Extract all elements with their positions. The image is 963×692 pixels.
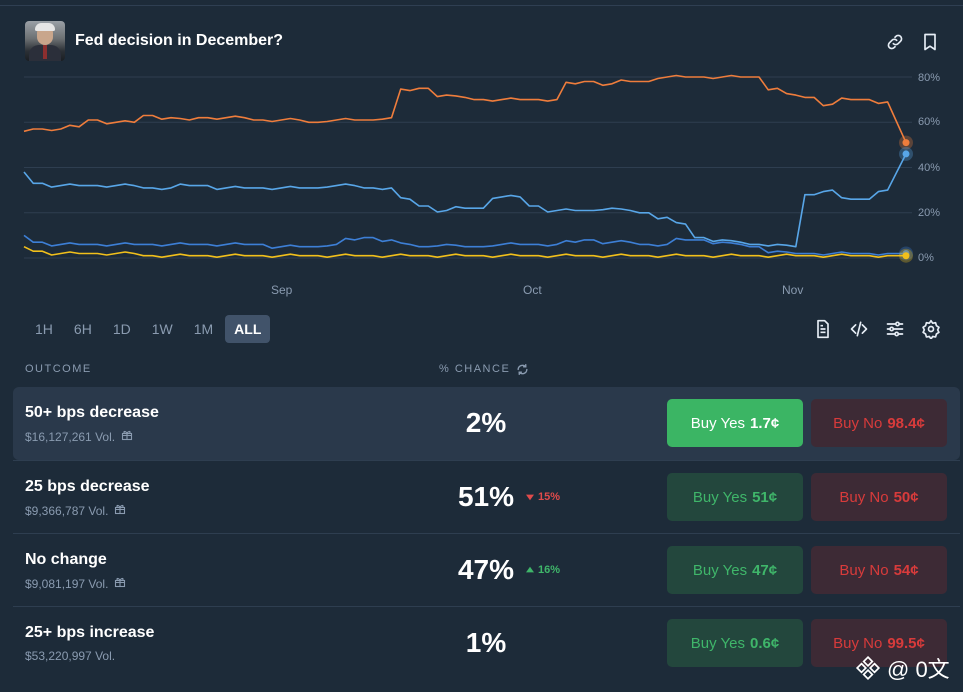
bookmark-icon[interactable] xyxy=(920,32,940,52)
buy-no-price: 98.4¢ xyxy=(887,414,925,432)
buy-no-price: 99.5¢ xyxy=(887,634,925,652)
outcome-volume: $16,127,261 Vol. xyxy=(25,429,133,444)
outcome-volume: $9,366,787 Vol. xyxy=(25,503,126,518)
buy-yes-button[interactable]: Buy Yes 51¢ xyxy=(667,473,803,521)
buy-no-button[interactable]: Buy No 50¢ xyxy=(811,473,947,521)
gift-icon[interactable] xyxy=(114,576,126,591)
outcome-row[interactable]: 25 bps decrease $9,366,787 Vol. 51% 15% Buy … xyxy=(13,460,960,533)
y-tick-label: 20% xyxy=(918,207,941,219)
range-1d-button[interactable]: 1D xyxy=(112,321,131,337)
diamond-logo-icon xyxy=(855,655,881,681)
buy-yes-price: 0.6¢ xyxy=(750,634,780,652)
buy-yes-price: 1.7¢ xyxy=(750,414,780,432)
buy-no-button[interactable]: Buy No 99.5¢ xyxy=(811,619,947,667)
watermark: @ 0文 xyxy=(855,652,950,684)
link-icon[interactable] xyxy=(885,32,905,52)
x-tick-label: Nov xyxy=(782,283,804,297)
top-divider xyxy=(0,5,963,6)
buy-yes-button[interactable]: Buy Yes 1.7¢ xyxy=(667,399,803,447)
sliders-icon[interactable] xyxy=(885,319,905,339)
buy-no-button[interactable]: Buy No 54¢ xyxy=(811,546,947,594)
chance-change-value: 16% xyxy=(538,564,561,576)
outcome-volume: $53,220,997 Vol. xyxy=(25,649,115,663)
buy-no-label: Buy No xyxy=(839,561,889,579)
embed-code-icon[interactable] xyxy=(849,319,869,339)
outcome-chance: 51% xyxy=(457,481,515,512)
buy-no-button[interactable]: Buy No 98.4¢ xyxy=(811,399,947,447)
settings-gear-icon[interactable] xyxy=(921,319,941,340)
series-end-dot-0 xyxy=(902,139,910,147)
outcome-name: 25 bps decrease xyxy=(25,478,150,495)
buy-no-label: Buy No xyxy=(833,634,883,652)
price-chart[interactable]: 80% 60% 40% 20% 0% Sep Oct Nov xyxy=(0,70,963,305)
outcome-volume: $9,081,197 Vol. xyxy=(25,576,126,591)
buy-yes-label: Buy Yes xyxy=(692,561,748,579)
buy-no-price: 54¢ xyxy=(893,561,919,579)
outcome-row[interactable]: 25+ bps increase $53,220,997 Vol. 1% Buy Ye… xyxy=(13,606,960,679)
chart-svg xyxy=(23,74,913,263)
outcome-volume-text: $53,220,997 Vol. xyxy=(25,649,116,663)
market-header: Fed decision in December? xyxy=(0,18,963,66)
chance-change: 16% xyxy=(526,564,560,576)
buy-no-label: Buy No xyxy=(833,414,883,432)
chance-change: 15% xyxy=(526,491,560,503)
range-all-button[interactable]: ALL xyxy=(225,315,271,343)
range-1h-button[interactable]: 1H xyxy=(35,321,53,337)
outcome-name: No change xyxy=(25,551,107,568)
x-tick-label: Oct xyxy=(523,283,542,297)
outcome-name: 50+ bps decrease xyxy=(25,404,159,421)
refresh-icon[interactable] xyxy=(516,363,529,376)
market-avatar xyxy=(25,21,65,61)
series-line-2 xyxy=(23,234,906,256)
outcome-name: 25+ bps increase xyxy=(25,624,155,641)
buy-no-label: Buy No xyxy=(839,488,889,506)
buy-no-price: 50¢ xyxy=(893,488,919,506)
up-triangle-icon xyxy=(526,566,534,573)
buy-yes-price: 47¢ xyxy=(752,561,778,579)
buy-yes-button[interactable]: Buy Yes 47¢ xyxy=(667,546,803,594)
watermark-text: @ 0文 xyxy=(887,657,950,682)
down-triangle-icon xyxy=(526,494,534,501)
outcome-chance: 2% xyxy=(465,407,507,438)
buy-yes-price: 51¢ xyxy=(752,488,778,506)
outcome-volume-text: $9,081,197 Vol. xyxy=(25,576,109,591)
y-tick-label: 60% xyxy=(918,116,941,128)
series-end-dot-3 xyxy=(902,252,910,260)
outcome-volume-text: $16,127,261 Vol. xyxy=(25,429,116,444)
chance-change-value: 15% xyxy=(538,491,561,503)
buy-yes-label: Buy Yes xyxy=(690,414,745,432)
outcome-volume-text: $9,366,787 Vol. xyxy=(25,503,109,518)
y-tick-label: 40% xyxy=(918,162,941,174)
range-1m-button[interactable]: 1M xyxy=(193,321,214,337)
range-6h-button[interactable]: 6H xyxy=(73,321,92,337)
buy-yes-label: Buy Yes xyxy=(692,488,748,506)
range-1w-button[interactable]: 1W xyxy=(151,321,173,337)
time-range-selector: 1H 6H 1D 1W 1M ALL xyxy=(26,315,273,343)
chance-column-header: % CHANCE xyxy=(439,363,511,375)
series-end-dot-1 xyxy=(902,150,910,158)
y-tick-label: 0% xyxy=(918,252,934,264)
outcome-row[interactable]: No change $9,081,197 Vol. 47% 16% Buy Yes 47¢… xyxy=(13,533,960,606)
buy-yes-label: Buy Yes xyxy=(690,634,745,652)
outcome-chance: 47% xyxy=(457,554,515,585)
outcome-column-header: OUTCOME xyxy=(25,363,92,375)
market-title: Fed decision in December? xyxy=(75,32,284,49)
outcome-chance: 1% xyxy=(465,627,507,658)
gift-icon[interactable] xyxy=(121,429,133,444)
x-tick-label: Sep xyxy=(271,283,293,297)
document-icon[interactable] xyxy=(813,319,833,339)
outcome-row[interactable]: 50+ bps decrease $16,127,261 Vol. 2% Buy Ye… xyxy=(13,387,960,460)
series-line-0 xyxy=(23,74,907,143)
buy-yes-button[interactable]: Buy Yes 0.6¢ xyxy=(667,619,803,667)
gift-icon[interactable] xyxy=(114,503,126,518)
series-line-1 xyxy=(23,153,907,248)
y-tick-label: 80% xyxy=(918,72,941,84)
series-line-3 xyxy=(23,245,906,258)
